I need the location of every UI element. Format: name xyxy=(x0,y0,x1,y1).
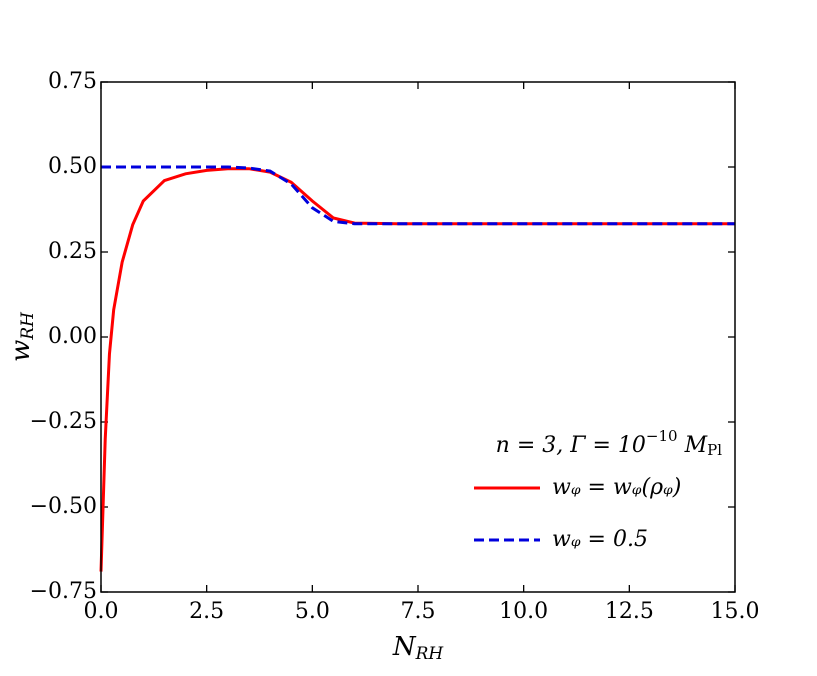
series-line xyxy=(101,165,735,226)
x-tick-label: 5.0 xyxy=(295,599,330,624)
y-axis-label: wRH xyxy=(6,311,38,362)
x-axis-label: NRH xyxy=(392,632,445,664)
x-tick-label: 10.0 xyxy=(499,599,548,624)
x-tick-label: 2.5 xyxy=(189,599,224,624)
y-tick-label: −0.75 xyxy=(30,579,97,604)
x-tick-label: 15.0 xyxy=(711,599,760,624)
y-tick-label: 0.00 xyxy=(48,324,97,349)
x-tick-label: 12.5 xyxy=(605,599,654,624)
legend-label: wᵩ = 0.5 xyxy=(552,527,648,552)
y-tick-label: −0.25 xyxy=(30,409,97,434)
plot-frame xyxy=(100,81,736,593)
legend-label: wᵩ = wᵩ(ρᵩ) xyxy=(552,475,681,500)
y-tick-label: 0.25 xyxy=(48,239,97,264)
y-tick-label: 0.50 xyxy=(48,154,97,179)
y-tick-label: 0.75 xyxy=(48,69,97,94)
x-tick-label: 0.0 xyxy=(84,599,119,624)
legend-title: n = 3, Γ = 10−10 MPl xyxy=(496,427,723,459)
series-line xyxy=(99,167,735,572)
x-tick-label: 7.5 xyxy=(401,599,436,624)
y-tick-label: −0.50 xyxy=(30,494,97,519)
